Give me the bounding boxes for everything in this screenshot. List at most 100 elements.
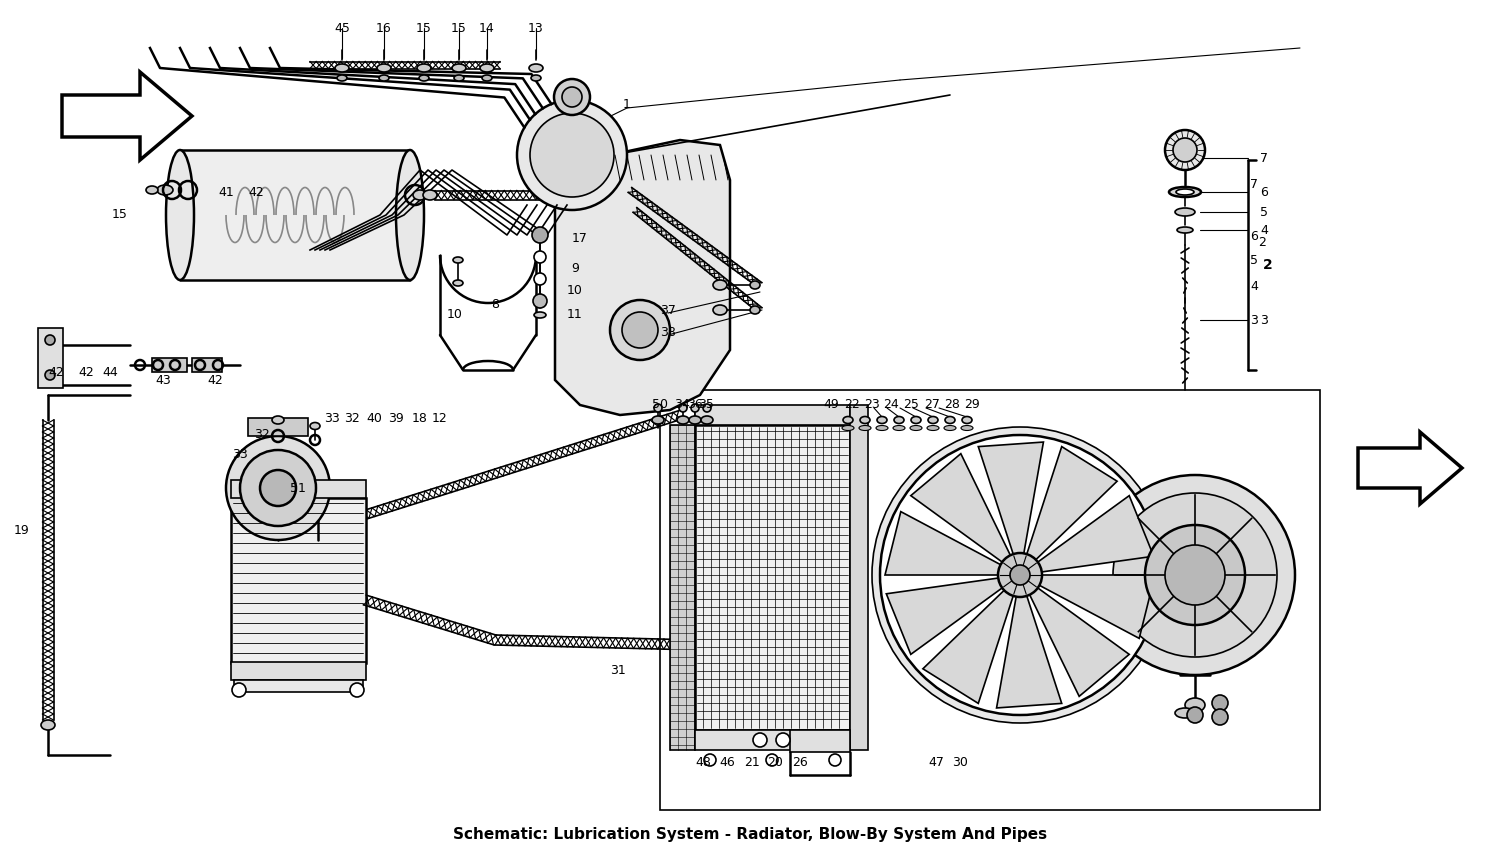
Text: 37: 37	[660, 303, 676, 316]
Circle shape	[530, 113, 614, 197]
Text: 24: 24	[884, 399, 898, 412]
Text: 38: 38	[660, 325, 676, 338]
Circle shape	[1010, 565, 1031, 585]
Ellipse shape	[692, 404, 699, 412]
Text: 44: 44	[102, 366, 118, 378]
Text: 36: 36	[687, 399, 703, 412]
Text: 50: 50	[652, 399, 668, 412]
Text: 6: 6	[1250, 229, 1258, 243]
Ellipse shape	[1178, 227, 1192, 233]
Circle shape	[622, 312, 658, 348]
Ellipse shape	[413, 190, 428, 200]
Bar	[231, 480, 366, 498]
Polygon shape	[922, 590, 1013, 704]
Bar	[192, 358, 222, 372]
Circle shape	[753, 733, 766, 747]
Text: 31: 31	[610, 664, 626, 676]
Circle shape	[1173, 138, 1197, 162]
Circle shape	[232, 683, 246, 697]
Ellipse shape	[531, 75, 542, 81]
Text: 7: 7	[1250, 179, 1258, 192]
Text: 42: 42	[248, 186, 264, 199]
Circle shape	[1166, 545, 1226, 605]
Bar	[694, 425, 850, 730]
Text: 17: 17	[572, 232, 588, 245]
Ellipse shape	[894, 417, 904, 423]
Text: Schematic: Lubrication System - Radiator, Blow-By System And Pipes: Schematic: Lubrication System - Radiator…	[453, 827, 1047, 843]
Text: 5: 5	[1260, 205, 1268, 218]
Ellipse shape	[419, 75, 429, 81]
Circle shape	[830, 754, 842, 766]
Circle shape	[1212, 709, 1228, 725]
Ellipse shape	[338, 75, 346, 81]
Text: 21: 21	[744, 756, 760, 769]
Text: 5: 5	[1250, 255, 1258, 268]
Text: 9: 9	[572, 262, 579, 274]
Circle shape	[998, 553, 1042, 597]
Ellipse shape	[878, 417, 886, 423]
Circle shape	[534, 251, 546, 263]
Ellipse shape	[1185, 698, 1204, 712]
Circle shape	[562, 87, 582, 107]
Ellipse shape	[859, 425, 871, 430]
Circle shape	[45, 335, 56, 345]
Text: 42: 42	[78, 366, 94, 378]
Text: 40: 40	[366, 412, 382, 424]
Polygon shape	[886, 578, 1002, 654]
Text: 49: 49	[824, 399, 839, 412]
Ellipse shape	[423, 190, 436, 200]
Text: 11: 11	[567, 308, 584, 321]
Text: 33: 33	[324, 412, 340, 424]
Circle shape	[1144, 525, 1245, 625]
Ellipse shape	[40, 720, 56, 730]
Circle shape	[260, 470, 296, 506]
Text: 26: 26	[792, 756, 808, 769]
Text: 3: 3	[1260, 314, 1268, 326]
Ellipse shape	[842, 425, 854, 430]
Circle shape	[1095, 475, 1294, 675]
Ellipse shape	[146, 186, 158, 194]
Polygon shape	[978, 442, 1044, 554]
Ellipse shape	[158, 185, 172, 195]
Ellipse shape	[453, 257, 464, 263]
Ellipse shape	[272, 416, 284, 424]
Bar	[152, 358, 188, 372]
Text: 2: 2	[1263, 258, 1274, 272]
Ellipse shape	[652, 416, 664, 424]
Text: 42: 42	[48, 366, 64, 378]
Ellipse shape	[750, 306, 760, 314]
Text: 10: 10	[447, 308, 464, 321]
Polygon shape	[62, 72, 192, 160]
Text: 34: 34	[674, 399, 690, 412]
Text: 14: 14	[478, 21, 495, 34]
Circle shape	[704, 754, 716, 766]
Ellipse shape	[859, 417, 870, 423]
Ellipse shape	[962, 417, 972, 423]
Circle shape	[532, 227, 548, 243]
Ellipse shape	[910, 425, 922, 430]
Circle shape	[532, 294, 548, 308]
Polygon shape	[1038, 496, 1154, 572]
Ellipse shape	[876, 425, 888, 430]
Text: 10: 10	[567, 284, 584, 296]
Text: 1: 1	[622, 99, 632, 112]
Text: 15: 15	[112, 209, 128, 222]
Text: 28: 28	[944, 399, 960, 412]
Text: 18: 18	[413, 412, 428, 424]
Text: 2: 2	[1258, 237, 1266, 250]
Text: 19: 19	[13, 523, 30, 537]
Circle shape	[240, 450, 316, 526]
Text: 41: 41	[217, 186, 234, 199]
Circle shape	[518, 100, 627, 210]
Ellipse shape	[1174, 708, 1196, 718]
Bar	[694, 730, 850, 750]
Text: 12: 12	[432, 412, 448, 424]
Ellipse shape	[452, 64, 466, 72]
Ellipse shape	[944, 425, 956, 430]
Bar	[850, 405, 868, 750]
Ellipse shape	[962, 425, 974, 430]
Text: 32: 32	[344, 412, 360, 424]
Bar	[231, 662, 366, 680]
Text: 27: 27	[924, 399, 940, 412]
Text: 6: 6	[1260, 186, 1268, 199]
